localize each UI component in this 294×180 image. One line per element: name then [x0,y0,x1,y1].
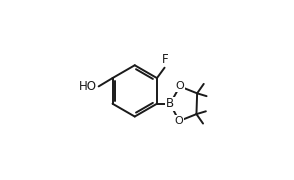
Text: B: B [166,97,174,110]
Text: HO: HO [78,80,97,93]
Text: O: O [175,116,183,126]
Text: O: O [176,81,184,91]
Text: F: F [162,53,168,66]
